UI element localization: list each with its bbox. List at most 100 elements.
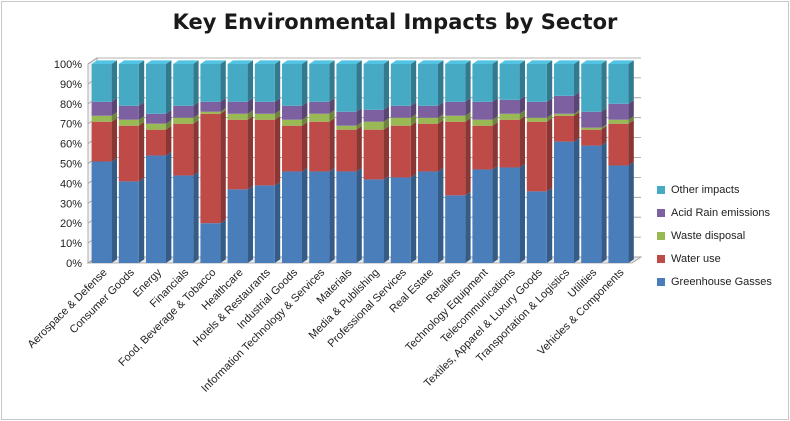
bar-segment bbox=[336, 125, 357, 130]
bar-segment bbox=[336, 171, 357, 263]
bar-segment-side bbox=[329, 98, 335, 114]
bar-top bbox=[581, 60, 607, 64]
bar-segment bbox=[254, 119, 275, 186]
bar-top bbox=[200, 60, 226, 64]
bar-segment bbox=[445, 64, 466, 102]
bar-segment bbox=[146, 123, 166, 130]
bar-top bbox=[363, 60, 389, 64]
bar-segment bbox=[472, 169, 493, 263]
bar-segment-side bbox=[628, 60, 634, 104]
bar-segment bbox=[227, 64, 248, 102]
bar-segment bbox=[254, 113, 275, 120]
bar-segment bbox=[173, 105, 194, 118]
bar-segment bbox=[309, 171, 330, 263]
bar-segment bbox=[526, 191, 547, 263]
bar-segment-side bbox=[628, 100, 634, 120]
gridline bbox=[87, 57, 641, 65]
bar-segment bbox=[227, 113, 248, 120]
y-tick-label: 10% bbox=[60, 238, 82, 250]
bar-segment bbox=[581, 129, 602, 146]
bar-segment-side bbox=[601, 126, 607, 146]
y-tick-label: 60% bbox=[60, 139, 82, 151]
bar-segment-side bbox=[166, 60, 172, 114]
bar-segment bbox=[200, 101, 221, 112]
bar-segment-side bbox=[492, 165, 498, 263]
bar-segment-side bbox=[247, 98, 253, 114]
bar-segment-side bbox=[410, 122, 417, 178]
bar-segment bbox=[173, 175, 194, 263]
bar-segment-side bbox=[574, 110, 580, 116]
y-tick-label: 80% bbox=[60, 99, 82, 111]
bar-segment-side bbox=[111, 60, 117, 102]
y-tick-label: 0% bbox=[66, 258, 82, 270]
bar-segment-side bbox=[274, 181, 281, 263]
bar-segment bbox=[581, 64, 602, 112]
bar-segment-side bbox=[492, 116, 498, 126]
bar-segment-side bbox=[356, 60, 362, 112]
bar-segment-side bbox=[220, 98, 226, 112]
bar-top bbox=[526, 60, 553, 64]
bar-segment-side bbox=[193, 102, 199, 118]
bar-segment-side bbox=[601, 108, 607, 128]
bar-segment-side bbox=[574, 112, 580, 142]
bar-segment-side bbox=[111, 112, 117, 122]
bar-segment-side bbox=[465, 191, 471, 263]
legend-item: Waste disposal bbox=[657, 224, 787, 247]
legend-swatch bbox=[657, 208, 665, 217]
bar-segment-side bbox=[193, 171, 199, 263]
bar-segment bbox=[309, 101, 330, 114]
bar-top bbox=[336, 60, 362, 64]
bar-segment bbox=[146, 64, 166, 114]
bar-segment bbox=[227, 189, 248, 263]
bar-segment-side bbox=[519, 110, 525, 120]
bar-segment bbox=[309, 121, 330, 172]
bar-segment bbox=[282, 105, 302, 120]
bar-segment-side bbox=[383, 175, 389, 263]
bar-segment-side bbox=[138, 60, 145, 106]
bar-segment-side bbox=[329, 167, 335, 263]
bar-segment-side bbox=[356, 126, 362, 172]
bar-segment bbox=[445, 115, 466, 122]
bar-segment bbox=[554, 113, 574, 116]
bar-segment bbox=[499, 99, 520, 114]
bar-segment bbox=[200, 64, 221, 102]
bar-segment-side bbox=[546, 60, 553, 102]
bar-segment bbox=[282, 64, 302, 106]
bar-segment bbox=[499, 113, 520, 120]
bar-segment-side bbox=[247, 60, 253, 102]
bar-segment-side bbox=[166, 126, 172, 156]
bar-segment-side bbox=[465, 118, 471, 196]
bar-segment bbox=[254, 64, 275, 102]
bar-segment-side bbox=[383, 118, 389, 130]
chart-title: Key Environmental Impacts by Sector bbox=[172, 10, 618, 34]
bar-segment-side bbox=[247, 185, 253, 263]
bar-segment bbox=[390, 105, 411, 118]
bar-segment bbox=[445, 195, 466, 263]
legend-item: Greenhouse Gasses bbox=[657, 270, 787, 293]
bar-segment-side bbox=[410, 60, 417, 106]
bar-top bbox=[173, 60, 199, 64]
bar-segment bbox=[608, 165, 629, 263]
bar-top bbox=[418, 60, 444, 64]
bar-segment-side bbox=[601, 60, 607, 112]
bar-segment bbox=[526, 117, 547, 122]
bar-segment-side bbox=[220, 110, 226, 224]
bar-segment-side bbox=[383, 60, 389, 110]
bar-segment-side bbox=[438, 167, 444, 263]
bar-segment bbox=[254, 101, 275, 114]
bar-top bbox=[118, 60, 145, 64]
bar-segment bbox=[390, 64, 411, 106]
bar-segment-side bbox=[302, 102, 308, 120]
bar-segment-side bbox=[519, 96, 525, 114]
bar-segment-side bbox=[329, 110, 335, 122]
bar-segment-side bbox=[220, 219, 226, 263]
bar-segment bbox=[472, 119, 493, 126]
legend-label: Waste disposal bbox=[671, 229, 746, 242]
bar-segment-side bbox=[166, 151, 172, 263]
bar-segment bbox=[418, 123, 438, 172]
bar-segment-side bbox=[138, 122, 145, 182]
bar-segment-side bbox=[166, 120, 172, 130]
bar-segment bbox=[91, 115, 112, 122]
legend-swatch bbox=[657, 185, 665, 194]
